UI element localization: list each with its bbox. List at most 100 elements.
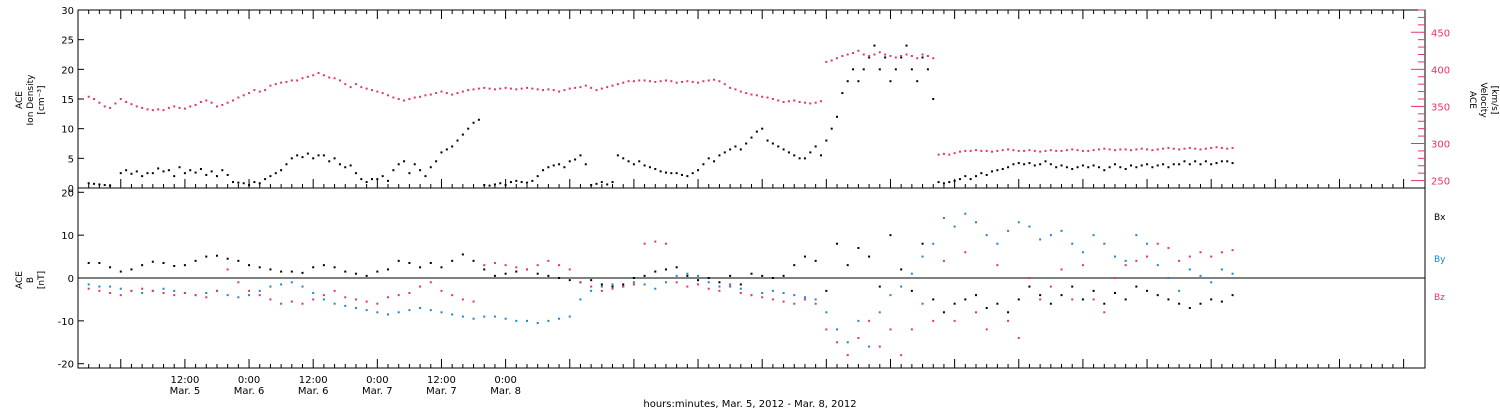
density-axis-ticks: 0 5 10 15 20 25 30 (61, 6, 84, 195)
density-tick-label: 0 (68, 184, 74, 195)
by-point (536, 322, 539, 324)
density-point (771, 142, 774, 145)
bx-point (868, 255, 871, 258)
by-point (237, 296, 240, 299)
density-point (1108, 166, 1111, 169)
bz-point (932, 319, 935, 322)
bx-point (921, 242, 924, 245)
bz-point (237, 281, 240, 284)
velocity-point (477, 87, 480, 90)
velocity-point (1087, 149, 1090, 152)
by-point (226, 294, 229, 297)
time-tick-label: 12:00 (299, 375, 328, 386)
velocity-point (258, 90, 261, 93)
bz-point (750, 294, 753, 297)
by-point (771, 289, 774, 292)
bx-point (226, 257, 229, 260)
bx-point (686, 274, 689, 277)
density-point (483, 184, 486, 187)
density-point (536, 175, 539, 178)
bx-point (344, 270, 347, 273)
by-point (98, 285, 101, 288)
velocity-point (141, 106, 144, 109)
by-point (344, 304, 347, 307)
density-point (713, 160, 716, 163)
velocity-point (419, 95, 422, 98)
density-point (397, 163, 400, 166)
velocity-point (739, 90, 742, 93)
velocity-point (873, 53, 876, 56)
density-point (948, 181, 951, 184)
density-point (354, 172, 357, 175)
density-point (509, 181, 512, 184)
velocity-point (515, 88, 518, 91)
by-point (1081, 251, 1084, 254)
velocity-point (1012, 149, 1015, 152)
bz-point (301, 302, 304, 305)
bz-point (739, 292, 742, 294)
by-point (526, 319, 528, 322)
b-tick-label: 20 (61, 188, 74, 199)
by-point (387, 313, 390, 316)
velocity-point (451, 93, 454, 96)
bz-point (87, 287, 90, 290)
velocity-point (151, 109, 154, 112)
velocity-point (926, 54, 929, 57)
bz-point (130, 289, 133, 292)
bz-point (1028, 277, 1031, 279)
velocity-point (584, 84, 587, 87)
velocity-point (408, 98, 411, 100)
velocity-point (1065, 149, 1068, 152)
density-point (862, 68, 865, 71)
bz-point (547, 259, 550, 262)
bx-point (600, 283, 603, 286)
by-point (878, 311, 881, 314)
velocity-tick-label: 400 (1431, 65, 1450, 76)
bx-point (1060, 294, 1063, 297)
bx-point (729, 274, 732, 277)
density-point (707, 157, 710, 160)
bx-point (290, 270, 293, 273)
bx-point (183, 264, 186, 267)
by-point (461, 315, 464, 318)
bz-point (675, 281, 678, 284)
density-point (937, 181, 940, 184)
bx-point (590, 279, 593, 282)
bz-point (600, 289, 603, 292)
density-point (1140, 164, 1143, 167)
bz-point (109, 292, 112, 294)
density-point (574, 158, 577, 161)
bx-point (996, 302, 999, 305)
velocity-point (852, 52, 855, 55)
bz-point (248, 289, 251, 292)
by-point (686, 272, 689, 275)
bx-point (130, 268, 133, 271)
velocity-point (985, 149, 988, 152)
density-point (681, 173, 684, 176)
density-point (542, 169, 545, 172)
density-point (130, 172, 133, 175)
by-point (558, 317, 561, 320)
velocity-point (397, 98, 400, 100)
velocity-point (1162, 147, 1165, 150)
velocity-point (632, 80, 635, 83)
density-point (515, 179, 518, 182)
density-point (1215, 162, 1218, 165)
velocity-series (87, 49, 1234, 156)
velocity-point (1204, 147, 1207, 150)
bx-point (793, 264, 796, 267)
velocity-point (547, 88, 550, 91)
density-point (964, 175, 967, 178)
bx-point (761, 274, 764, 277)
by-point (162, 287, 165, 290)
density-point (269, 175, 272, 178)
velocity-point (686, 80, 689, 83)
velocity-point (467, 89, 470, 92)
bx-point (1188, 307, 1191, 309)
density-point (1178, 163, 1181, 166)
bx-point (194, 259, 197, 262)
bz-point (803, 298, 806, 301)
density-point (627, 160, 630, 163)
bx-point (750, 272, 753, 275)
by-point (697, 274, 700, 277)
